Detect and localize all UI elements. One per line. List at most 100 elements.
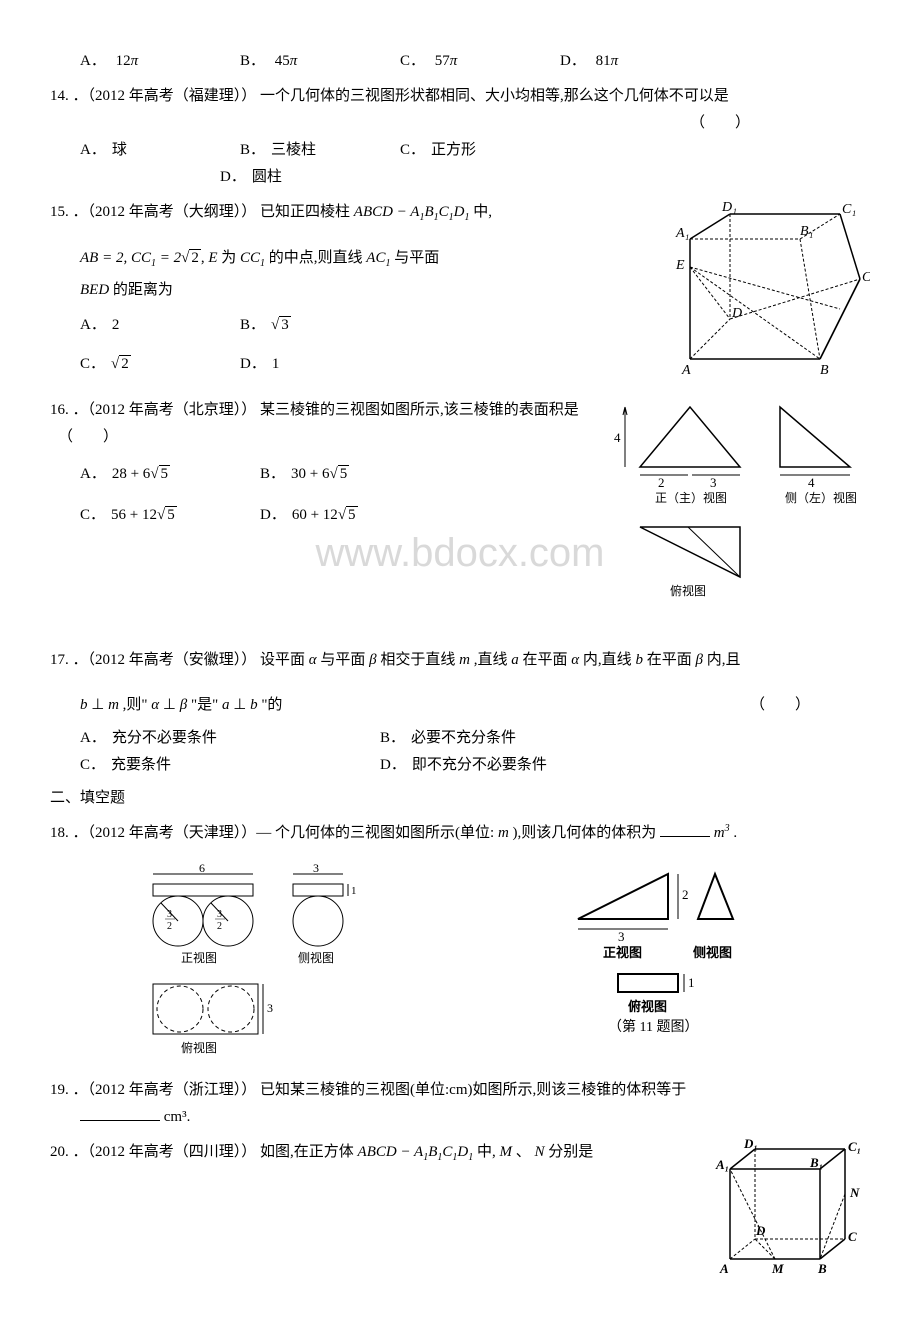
svg-text:D₁: D₁ xyxy=(743,1139,758,1151)
answer-blank xyxy=(80,1105,160,1121)
option-sqrt: 5 xyxy=(159,465,171,482)
option-16C: C．56 + 125 xyxy=(80,502,240,529)
option-text: 57π xyxy=(435,53,458,69)
svg-text:D₁: D₁ xyxy=(721,200,737,215)
math-expr: BED xyxy=(80,282,109,298)
option-sqrt: 3 xyxy=(279,316,291,333)
question-source: ．（2012 年高考（四川理）） xyxy=(73,1144,257,1160)
question-number: 19. xyxy=(50,1082,69,1098)
option-16B: B．30 + 65 xyxy=(260,461,400,488)
svg-text:E: E xyxy=(675,258,685,273)
svg-text:2: 2 xyxy=(167,921,172,932)
option-sqrt: 2 xyxy=(119,355,131,372)
unit: cm³. xyxy=(164,1109,191,1125)
question-text-1: 如图,在正方体 xyxy=(260,1144,358,1160)
svg-text:3: 3 xyxy=(217,909,222,920)
svg-text:C₁: C₁ xyxy=(842,202,856,217)
svg-text:正（主）视图: 正（主）视图 xyxy=(655,490,727,505)
svg-text:D: D xyxy=(731,306,742,321)
option-prefix: 60 + 12 xyxy=(292,507,338,523)
question-text: 已知某三棱锥的三视图(单位:cm)如图所示,则该三棱锥的体积等于 xyxy=(260,1082,686,1098)
option-label: D． xyxy=(560,53,586,69)
option-15C: C．2 xyxy=(80,351,220,378)
answer-paren: （ ） xyxy=(750,692,810,719)
option-text: 即不充分不必要条件 xyxy=(412,757,547,773)
option-text: 三棱柱 xyxy=(271,142,316,158)
math-expr: ABCD − A1B1C1D1 xyxy=(354,204,470,220)
option-17B: B．必要不充分条件 xyxy=(380,725,520,752)
svg-text:3: 3 xyxy=(167,909,172,920)
option-text: 81π xyxy=(596,53,619,69)
svg-text:C: C xyxy=(848,1229,857,1244)
option-text: 2 xyxy=(112,317,120,333)
svg-text:A: A xyxy=(719,1261,729,1276)
svg-text:侧视图: 侧视图 xyxy=(693,945,732,960)
svg-text:正视图: 正视图 xyxy=(603,945,642,960)
question-number: 17. xyxy=(50,652,69,668)
option-prefix: 56 + 12 xyxy=(111,507,157,523)
question-source: ．（2012 年高考（安徽理）） xyxy=(73,652,257,668)
svg-text:2: 2 xyxy=(217,921,222,932)
svg-text:B: B xyxy=(817,1261,827,1276)
option-14D: D．圆柱 xyxy=(220,164,360,191)
question-number: 14. xyxy=(50,88,69,104)
question-number: 16. xyxy=(50,402,69,418)
svg-text:A₁: A₁ xyxy=(675,226,689,241)
section-fill-blank: 二、填空题 xyxy=(50,785,870,812)
svg-text:侧（左）视图: 侧（左）视图 xyxy=(785,490,857,505)
answer-paren: （ ） xyxy=(690,115,750,131)
svg-text:3: 3 xyxy=(618,929,625,944)
option-label: B． xyxy=(240,53,265,69)
option-16D: D．60 + 125 xyxy=(260,502,400,529)
question-text-1: 设平面 α 与平面 β 相交于直线 m ,直线 a 在平面 α 内,直线 b 在… xyxy=(260,652,740,668)
option-13A: A． 12π xyxy=(80,48,220,75)
svg-text:B₁: B₁ xyxy=(809,1155,823,1170)
option-text: 充要条件 xyxy=(111,757,171,773)
option-15A: A．2 xyxy=(80,312,220,339)
question-18: 18. ．（2012 年高考（天津理））— 个几何体的三视图如图所示(单位: m… xyxy=(50,820,870,1069)
question-source: ．（2012 年高考（北京理）） xyxy=(73,402,257,418)
svg-text:B: B xyxy=(820,363,829,378)
svg-text:C₁: C₁ xyxy=(848,1139,861,1154)
svg-text:俯视图: 俯视图 xyxy=(670,583,706,597)
svg-text:D: D xyxy=(755,1223,766,1238)
question-number: 18. xyxy=(50,825,69,841)
option-prefix: 28 + 6 xyxy=(112,466,150,482)
question-text-4: 的距离为 xyxy=(113,282,173,298)
svg-text:正视图: 正视图 xyxy=(181,950,217,965)
svg-text:1: 1 xyxy=(688,975,695,990)
option-13D: D． 81π xyxy=(560,48,700,75)
svg-text:6: 6 xyxy=(199,861,205,875)
question-19: 19. ．（2012 年高考（浙江理）） 已知某三棱锥的三视图(单位:cm)如图… xyxy=(50,1077,870,1131)
option-label: A． xyxy=(80,53,106,69)
option-text: 1 xyxy=(272,356,280,372)
svg-text:俯视图: 俯视图 xyxy=(628,999,667,1014)
svg-text:3: 3 xyxy=(267,1001,273,1015)
option-text: 12π xyxy=(116,53,139,69)
option-sqrt: 5 xyxy=(346,506,358,523)
question-text: 一个几何体的三视图形状都相同、大小均相等,那么这个几何体不可以是 xyxy=(260,88,729,104)
svg-text:1: 1 xyxy=(351,885,357,897)
question-text-2: b ⊥ m ,则" α ⊥ β "是" a ⊥ b "的 xyxy=(80,697,282,713)
svg-text:A₁: A₁ xyxy=(715,1157,729,1172)
answer-blank xyxy=(660,821,710,837)
svg-text:4: 4 xyxy=(614,430,621,445)
option-text: 必要不充分条件 xyxy=(411,730,516,746)
svg-text:M: M xyxy=(771,1261,784,1276)
question-20: 20. ．（2012 年高考（四川理）） 如图,在正方体 ABCD − A1B1… xyxy=(50,1139,870,1299)
svg-text:C: C xyxy=(862,270,870,285)
q18-figure-left: 6 32 32 正视图 3 1 侧视图 xyxy=(143,859,373,1069)
option-sqrt: 5 xyxy=(165,506,177,523)
question-source: ．（2012 年高考（福建理）） xyxy=(73,88,257,104)
option-14B: B．三棱柱 xyxy=(240,137,380,164)
option-text: 45π xyxy=(275,53,298,69)
math-expr: ABCD − A1B1C1D1 xyxy=(358,1144,474,1160)
math-expr: AB = 2, CC1 = 2 xyxy=(80,250,181,266)
option-14C: C．正方形 xyxy=(400,137,540,164)
option-text: 球 xyxy=(112,142,127,158)
svg-text:4: 4 xyxy=(808,475,815,490)
svg-text:3: 3 xyxy=(313,861,319,875)
q20-figure: D₁ C₁ A₁ B₁ N D C M A B xyxy=(710,1139,870,1299)
q18-figure-right: 3 正视图 2 侧视图 1 俯视图 （第 11 题图） xyxy=(558,859,778,1069)
option-13C: C． 57π xyxy=(400,48,540,75)
